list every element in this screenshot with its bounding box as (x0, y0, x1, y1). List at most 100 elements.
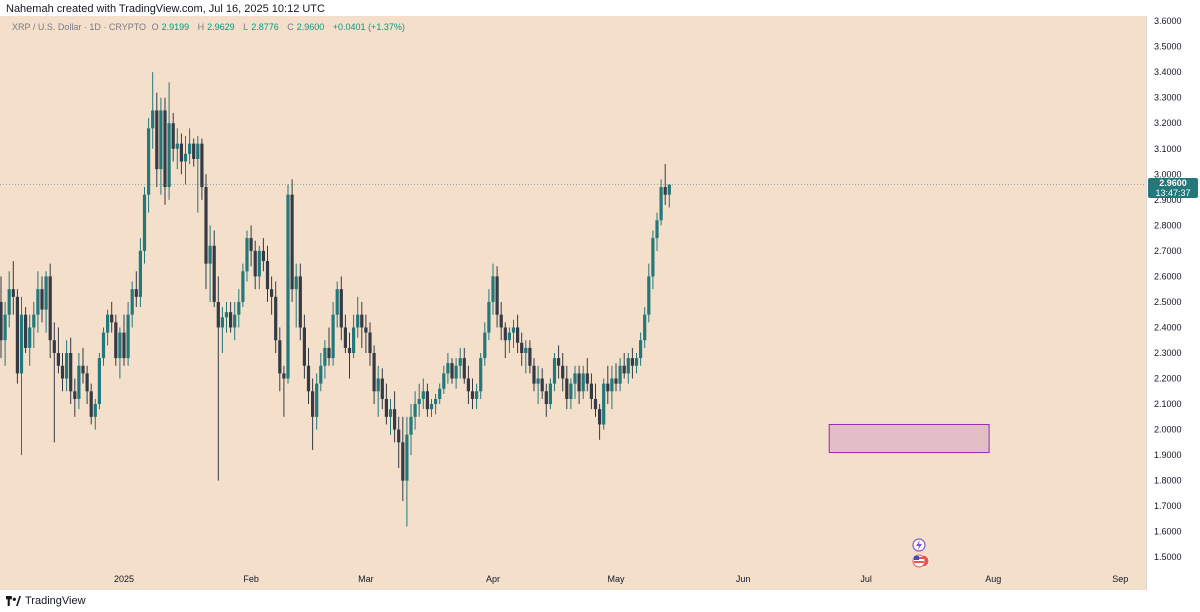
candle-body (483, 332, 487, 359)
price-tick-label-20: 3.5000 (1154, 42, 1182, 52)
candle-body (265, 261, 270, 290)
candle-body (69, 352, 73, 392)
candle-body (425, 391, 429, 410)
candles-group (0, 72, 1146, 527)
candle-body (655, 220, 659, 239)
candle-body (343, 327, 347, 348)
chart-frame[interactable]: 1.5000 1.6000 1.7000 1.8000 1.9000 2.0000 2.10… (0, 16, 1200, 590)
candle-body (81, 365, 85, 374)
candle-body (565, 378, 569, 399)
candle-body (384, 398, 388, 417)
footer: TradingView (0, 592, 1200, 612)
candle-body (28, 327, 32, 348)
candle-body (557, 358, 561, 366)
candle-body (372, 352, 376, 392)
candle-body (528, 347, 532, 366)
candle-body (598, 409, 602, 425)
candle-body (196, 143, 200, 159)
time-tick-label-8: Sep (1112, 574, 1128, 584)
candle-body (413, 404, 417, 417)
candle-body (282, 373, 286, 379)
candle-body (577, 373, 581, 392)
open-label: O (151, 22, 159, 32)
candle-body (540, 378, 544, 392)
candle-body (347, 347, 352, 353)
candle-body (302, 327, 306, 366)
candle-body (434, 398, 438, 405)
candle-body (388, 409, 393, 417)
change-value: +0.0401 (+1.37%) (332, 22, 405, 32)
candle-body (19, 314, 24, 374)
time-axis[interactable] (0, 570, 1146, 590)
symbol-legend[interactable]: XRP / U.S. Dollar · 1D · CRYPTO O 2.9199 … (12, 22, 408, 32)
candle-body (663, 187, 667, 195)
candle-body (44, 276, 48, 310)
candle-body (561, 365, 565, 379)
candle-body (495, 276, 499, 315)
candle-body (647, 276, 651, 315)
candle-body (438, 388, 442, 399)
candle-body (634, 358, 639, 366)
candle-body (40, 289, 44, 310)
candle-body (614, 378, 618, 384)
candle-body (167, 123, 171, 188)
last-price-label: 2.9600 13:47:37 (1148, 178, 1198, 199)
price-axis[interactable] (1146, 16, 1200, 590)
price-tick-label-14: 2.9000 (1154, 195, 1182, 205)
low-value: 2.8776 (251, 22, 279, 32)
price-tick-label-3: 1.8000 (1154, 476, 1182, 486)
candle-body (216, 301, 220, 328)
candle-body (470, 391, 475, 399)
time-tick-label-4: May (607, 574, 625, 584)
candle-body (491, 276, 495, 302)
candle-body (85, 373, 89, 392)
candle-body (208, 245, 212, 264)
candle-body (118, 332, 122, 359)
candle-body (65, 352, 69, 379)
candle-body (192, 143, 196, 159)
price-tick-label-11: 2.6000 (1154, 271, 1182, 281)
candle-body (56, 352, 60, 366)
price-tick-label-6: 2.1000 (1154, 399, 1182, 409)
candle-body (36, 289, 40, 315)
tradingview-logo[interactable]: TradingView (6, 595, 86, 607)
candle-body (93, 404, 97, 417)
candle-body (151, 110, 155, 129)
plot-area[interactable] (0, 16, 1146, 570)
price-tick-label-12: 2.7000 (1154, 246, 1182, 256)
price-tick-label-17: 3.2000 (1154, 118, 1182, 128)
price-tick-label-9: 2.4000 (1154, 322, 1182, 332)
candle-body (552, 358, 557, 384)
candle-body (0, 301, 3, 341)
candle-body (290, 194, 294, 290)
candle-body (89, 391, 93, 417)
candle-body (479, 358, 483, 392)
candle-body (606, 383, 610, 392)
time-axis-ticks: 2025 Feb Mar Apr May Jun Jul Aug Sep (114, 574, 1128, 584)
candle-body (134, 289, 138, 297)
us-flag-event-icon[interactable] (912, 554, 930, 568)
candle-body (274, 296, 278, 341)
candle-body (183, 153, 188, 162)
candlestick-chart[interactable]: 1.5000 1.6000 1.7000 1.8000 1.9000 2.0000 2.10… (0, 16, 1200, 590)
candle-body (52, 340, 56, 353)
time-tick-label-7: Aug (985, 574, 1001, 584)
candle-body (298, 276, 302, 328)
candle-body (548, 383, 552, 405)
candle-body (643, 314, 647, 341)
candle-body (364, 327, 368, 333)
candle-body (188, 143, 192, 154)
candle-body (126, 314, 130, 359)
candle-body (270, 289, 274, 297)
candle-body (122, 332, 126, 359)
candle-body (114, 322, 118, 359)
candle-body (442, 373, 446, 389)
candle-body (147, 128, 151, 195)
candle-body (212, 245, 216, 302)
price-tick-label-10: 2.5000 (1154, 297, 1182, 307)
flash-event-icon[interactable] (912, 538, 926, 552)
support-zone-box[interactable] (828, 423, 990, 454)
candle-body (286, 194, 290, 379)
candle-body (110, 314, 114, 323)
candle-body (446, 363, 450, 374)
